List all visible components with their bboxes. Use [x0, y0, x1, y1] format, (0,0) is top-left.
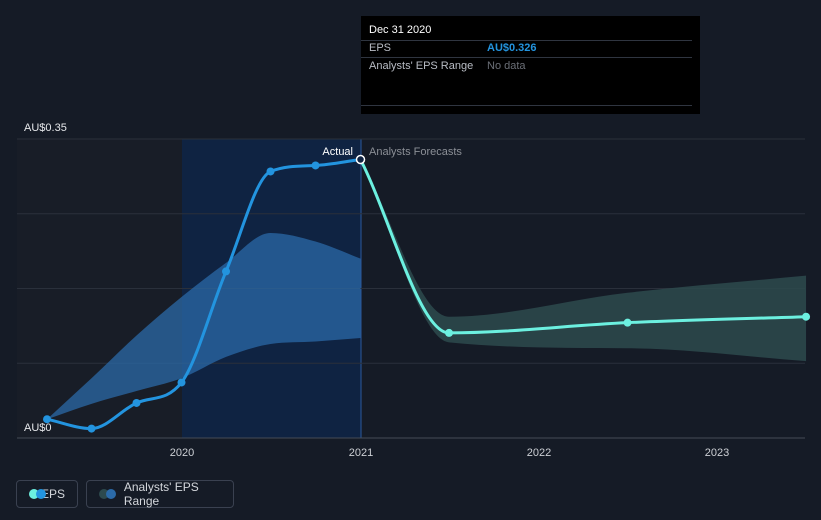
tooltip-divider — [361, 40, 692, 41]
tooltip-range-label: Analysts' EPS Range — [369, 60, 474, 72]
eps-legend-icon — [29, 489, 46, 499]
eps-actual-line — [45, 158, 363, 431]
range-legend-icon — [99, 489, 118, 499]
y-axis-max-label: AU$0.35 — [24, 122, 67, 134]
eps-point — [222, 267, 231, 276]
y-axis-min-label: AU$0 — [24, 422, 52, 434]
tooltip: Dec 31 2020 EPS AU$0.326 Analysts' EPS R… — [361, 16, 700, 114]
eps-point — [43, 415, 52, 424]
past-eps-range — [47, 232, 361, 420]
legend-eps[interactable]: EPS — [16, 480, 78, 508]
eps-point — [177, 378, 186, 387]
actual-label: Actual — [322, 146, 353, 158]
legend-eps-label: EPS — [40, 487, 65, 501]
x-axis-tick-label: 2021 — [349, 447, 373, 459]
eps-point — [311, 161, 320, 170]
eps-point — [355, 154, 366, 165]
eps-point — [266, 167, 275, 176]
tooltip-eps-label: EPS — [369, 42, 392, 54]
eps-point — [802, 312, 811, 321]
x-axis-tick-label: 2023 — [705, 447, 729, 459]
x-axis-tick-label: 2020 — [170, 447, 194, 459]
eps-point — [623, 318, 632, 327]
forecast-eps-range — [360, 159, 807, 362]
tooltip-range-value: No data — [487, 60, 526, 72]
x-axis-tick-label: 2022 — [527, 447, 551, 459]
eps-point — [87, 424, 96, 433]
tooltip-date: Dec 31 2020 — [369, 24, 432, 36]
legend-range-label: Analysts' EPS Range — [123, 480, 199, 508]
tooltip-divider — [361, 57, 692, 58]
tooltip-eps-value: AU$0.326 — [487, 42, 537, 54]
eps-point — [132, 398, 141, 407]
forecast-label: Analysts Forecasts — [369, 146, 462, 158]
tooltip-divider — [361, 105, 692, 106]
legend-analysts-range[interactable]: Analysts' EPS Range — [86, 480, 234, 508]
eps-forecast-line — [359, 158, 808, 335]
eps-point — [445, 328, 454, 337]
